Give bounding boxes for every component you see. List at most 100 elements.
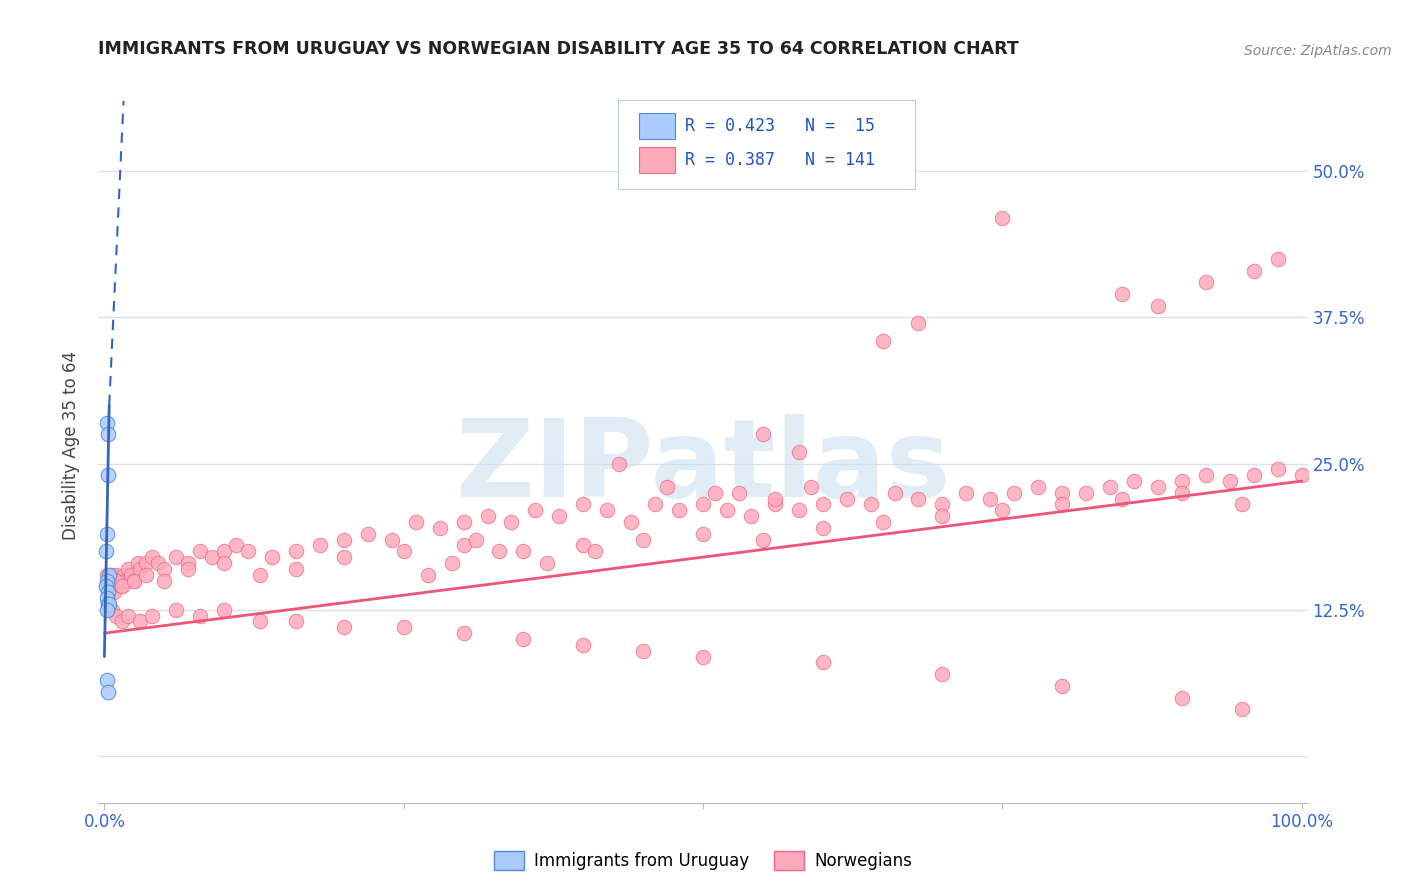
- Point: [1147, 299, 1170, 313]
- Point: [188, 544, 211, 558]
- Point: [96, 603, 118, 617]
- Point: [111, 615, 134, 629]
- Point: [236, 544, 259, 558]
- Point: [477, 509, 499, 524]
- Point: [872, 334, 894, 348]
- Point: [931, 498, 953, 512]
- Point: [907, 491, 929, 506]
- Point: [1267, 462, 1289, 476]
- Point: [135, 567, 157, 582]
- Point: [97, 574, 120, 588]
- Point: [100, 567, 122, 582]
- Point: [117, 562, 139, 576]
- Point: [96, 416, 118, 430]
- Point: [464, 533, 486, 547]
- Point: [110, 579, 132, 593]
- Point: [212, 603, 235, 617]
- Point: [1219, 474, 1241, 488]
- Point: [524, 503, 547, 517]
- Point: [309, 538, 332, 552]
- Point: [1243, 263, 1265, 277]
- Text: R = 0.423   N =  15: R = 0.423 N = 15: [685, 118, 875, 136]
- Point: [212, 544, 235, 558]
- Point: [979, 491, 1001, 506]
- Point: [141, 608, 163, 623]
- Point: [1050, 485, 1073, 500]
- Point: [1111, 287, 1133, 301]
- Point: [225, 538, 247, 552]
- Point: [177, 562, 200, 576]
- Point: [692, 649, 714, 664]
- Point: [1195, 275, 1218, 289]
- Point: [96, 574, 118, 588]
- Point: [763, 498, 786, 512]
- Point: [607, 457, 630, 471]
- Point: [100, 603, 122, 617]
- Point: [811, 521, 834, 535]
- Point: [740, 509, 762, 524]
- Point: [1230, 498, 1253, 512]
- Point: [488, 544, 510, 558]
- Point: [859, 498, 882, 512]
- Point: [96, 591, 118, 605]
- Point: [94, 579, 117, 593]
- Point: [1171, 690, 1194, 705]
- Point: [392, 544, 415, 558]
- Legend: Immigrants from Uruguay, Norwegians: Immigrants from Uruguay, Norwegians: [488, 844, 918, 877]
- Point: [1195, 468, 1218, 483]
- Point: [129, 562, 152, 576]
- Point: [98, 567, 121, 582]
- Point: [284, 615, 307, 629]
- Point: [201, 550, 224, 565]
- Point: [1074, 485, 1097, 500]
- Point: [692, 498, 714, 512]
- Point: [1243, 468, 1265, 483]
- Point: [931, 509, 953, 524]
- Point: [787, 503, 810, 517]
- Point: [644, 498, 666, 512]
- Point: [512, 544, 534, 558]
- Point: [284, 562, 307, 576]
- Point: [501, 515, 523, 529]
- Point: [333, 620, 356, 634]
- Point: [112, 567, 135, 582]
- Point: [115, 574, 138, 588]
- Point: [811, 498, 834, 512]
- Point: [704, 485, 727, 500]
- Point: [1171, 474, 1194, 488]
- Point: [631, 644, 654, 658]
- Point: [536, 556, 558, 570]
- Point: [883, 485, 905, 500]
- Point: [165, 603, 187, 617]
- Point: [129, 615, 152, 629]
- Point: [991, 211, 1014, 225]
- Text: ZIPatlas: ZIPatlas: [456, 415, 950, 520]
- Point: [692, 526, 714, 541]
- Point: [1002, 485, 1025, 500]
- Point: [811, 656, 834, 670]
- Point: [453, 538, 475, 552]
- Point: [177, 556, 200, 570]
- Point: [572, 638, 595, 652]
- Point: [153, 574, 176, 588]
- Point: [728, 485, 751, 500]
- Point: [105, 608, 128, 623]
- Point: [1050, 498, 1073, 512]
- Point: [1123, 474, 1146, 488]
- Point: [716, 503, 738, 517]
- Point: [100, 579, 122, 593]
- Point: [97, 585, 120, 599]
- Point: [1230, 702, 1253, 716]
- Point: [249, 567, 271, 582]
- Point: [453, 626, 475, 640]
- Point: [124, 574, 146, 588]
- Text: IMMIGRANTS FROM URUGUAY VS NORWEGIAN DISABILITY AGE 35 TO 64 CORRELATION CHART: IMMIGRANTS FROM URUGUAY VS NORWEGIAN DIS…: [98, 40, 1019, 58]
- Point: [787, 445, 810, 459]
- Point: [1026, 480, 1049, 494]
- Text: Source: ZipAtlas.com: Source: ZipAtlas.com: [1244, 44, 1392, 58]
- Point: [97, 427, 120, 442]
- Point: [141, 550, 163, 565]
- Point: [212, 556, 235, 570]
- Point: [907, 316, 929, 330]
- Point: [107, 574, 129, 588]
